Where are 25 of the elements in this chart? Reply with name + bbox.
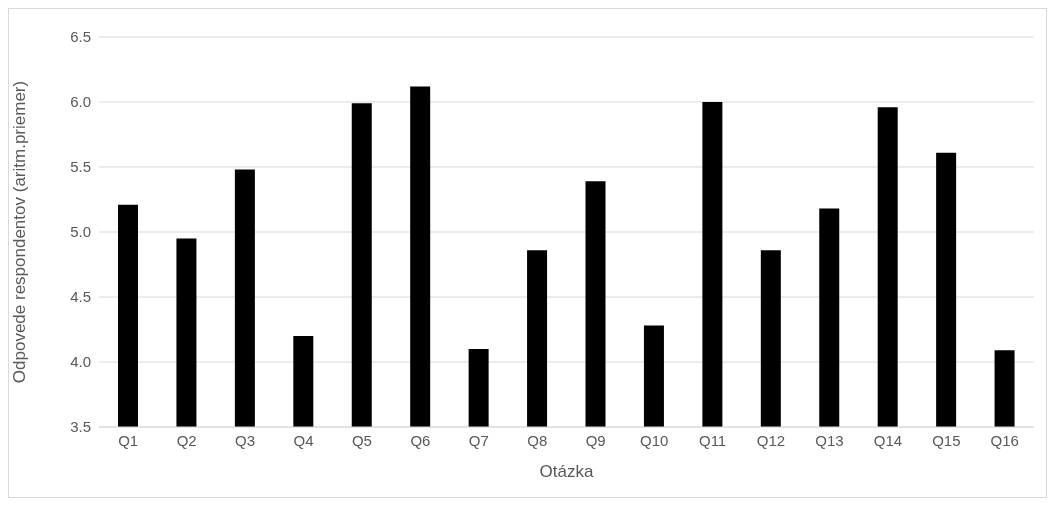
x-tick-label: Q4 bbox=[293, 431, 314, 449]
x-axis-title: Otázka bbox=[539, 462, 594, 481]
x-tick-label: Q15 bbox=[932, 431, 961, 449]
y-axis-title: Odpovede respondentov (aritm.priemer) bbox=[10, 80, 30, 384]
y-tick-label: 6.5 bbox=[70, 28, 91, 46]
x-tick-label: Q6 bbox=[410, 431, 431, 449]
y-tick-label: 6.0 bbox=[70, 93, 91, 111]
x-tick-label: Q5 bbox=[351, 431, 372, 449]
y-tick-label: 4.0 bbox=[70, 353, 91, 371]
x-tick-label: Q2 bbox=[176, 431, 197, 449]
x-tick-label: Q9 bbox=[585, 431, 606, 449]
x-tick-label: Q8 bbox=[527, 431, 548, 449]
y-tick-label: 5.5 bbox=[70, 158, 91, 176]
x-tick-label: Q14 bbox=[873, 431, 903, 449]
x-tick-label: Q3 bbox=[235, 431, 256, 449]
x-tick-label: Q12 bbox=[756, 431, 786, 449]
x-tick-label: Q16 bbox=[990, 431, 1019, 449]
y-tick-label: 5.0 bbox=[70, 223, 91, 241]
x-tick-label: Q10 bbox=[639, 431, 669, 449]
y-tick-label: 3.5 bbox=[70, 418, 91, 436]
x-tick-label: Q11 bbox=[698, 431, 727, 449]
y-tick-label: 4.5 bbox=[70, 288, 91, 306]
x-tick-label: Q1 bbox=[118, 431, 139, 449]
x-tick-label: Q7 bbox=[468, 431, 489, 449]
x-tick-label: Q13 bbox=[815, 431, 844, 449]
